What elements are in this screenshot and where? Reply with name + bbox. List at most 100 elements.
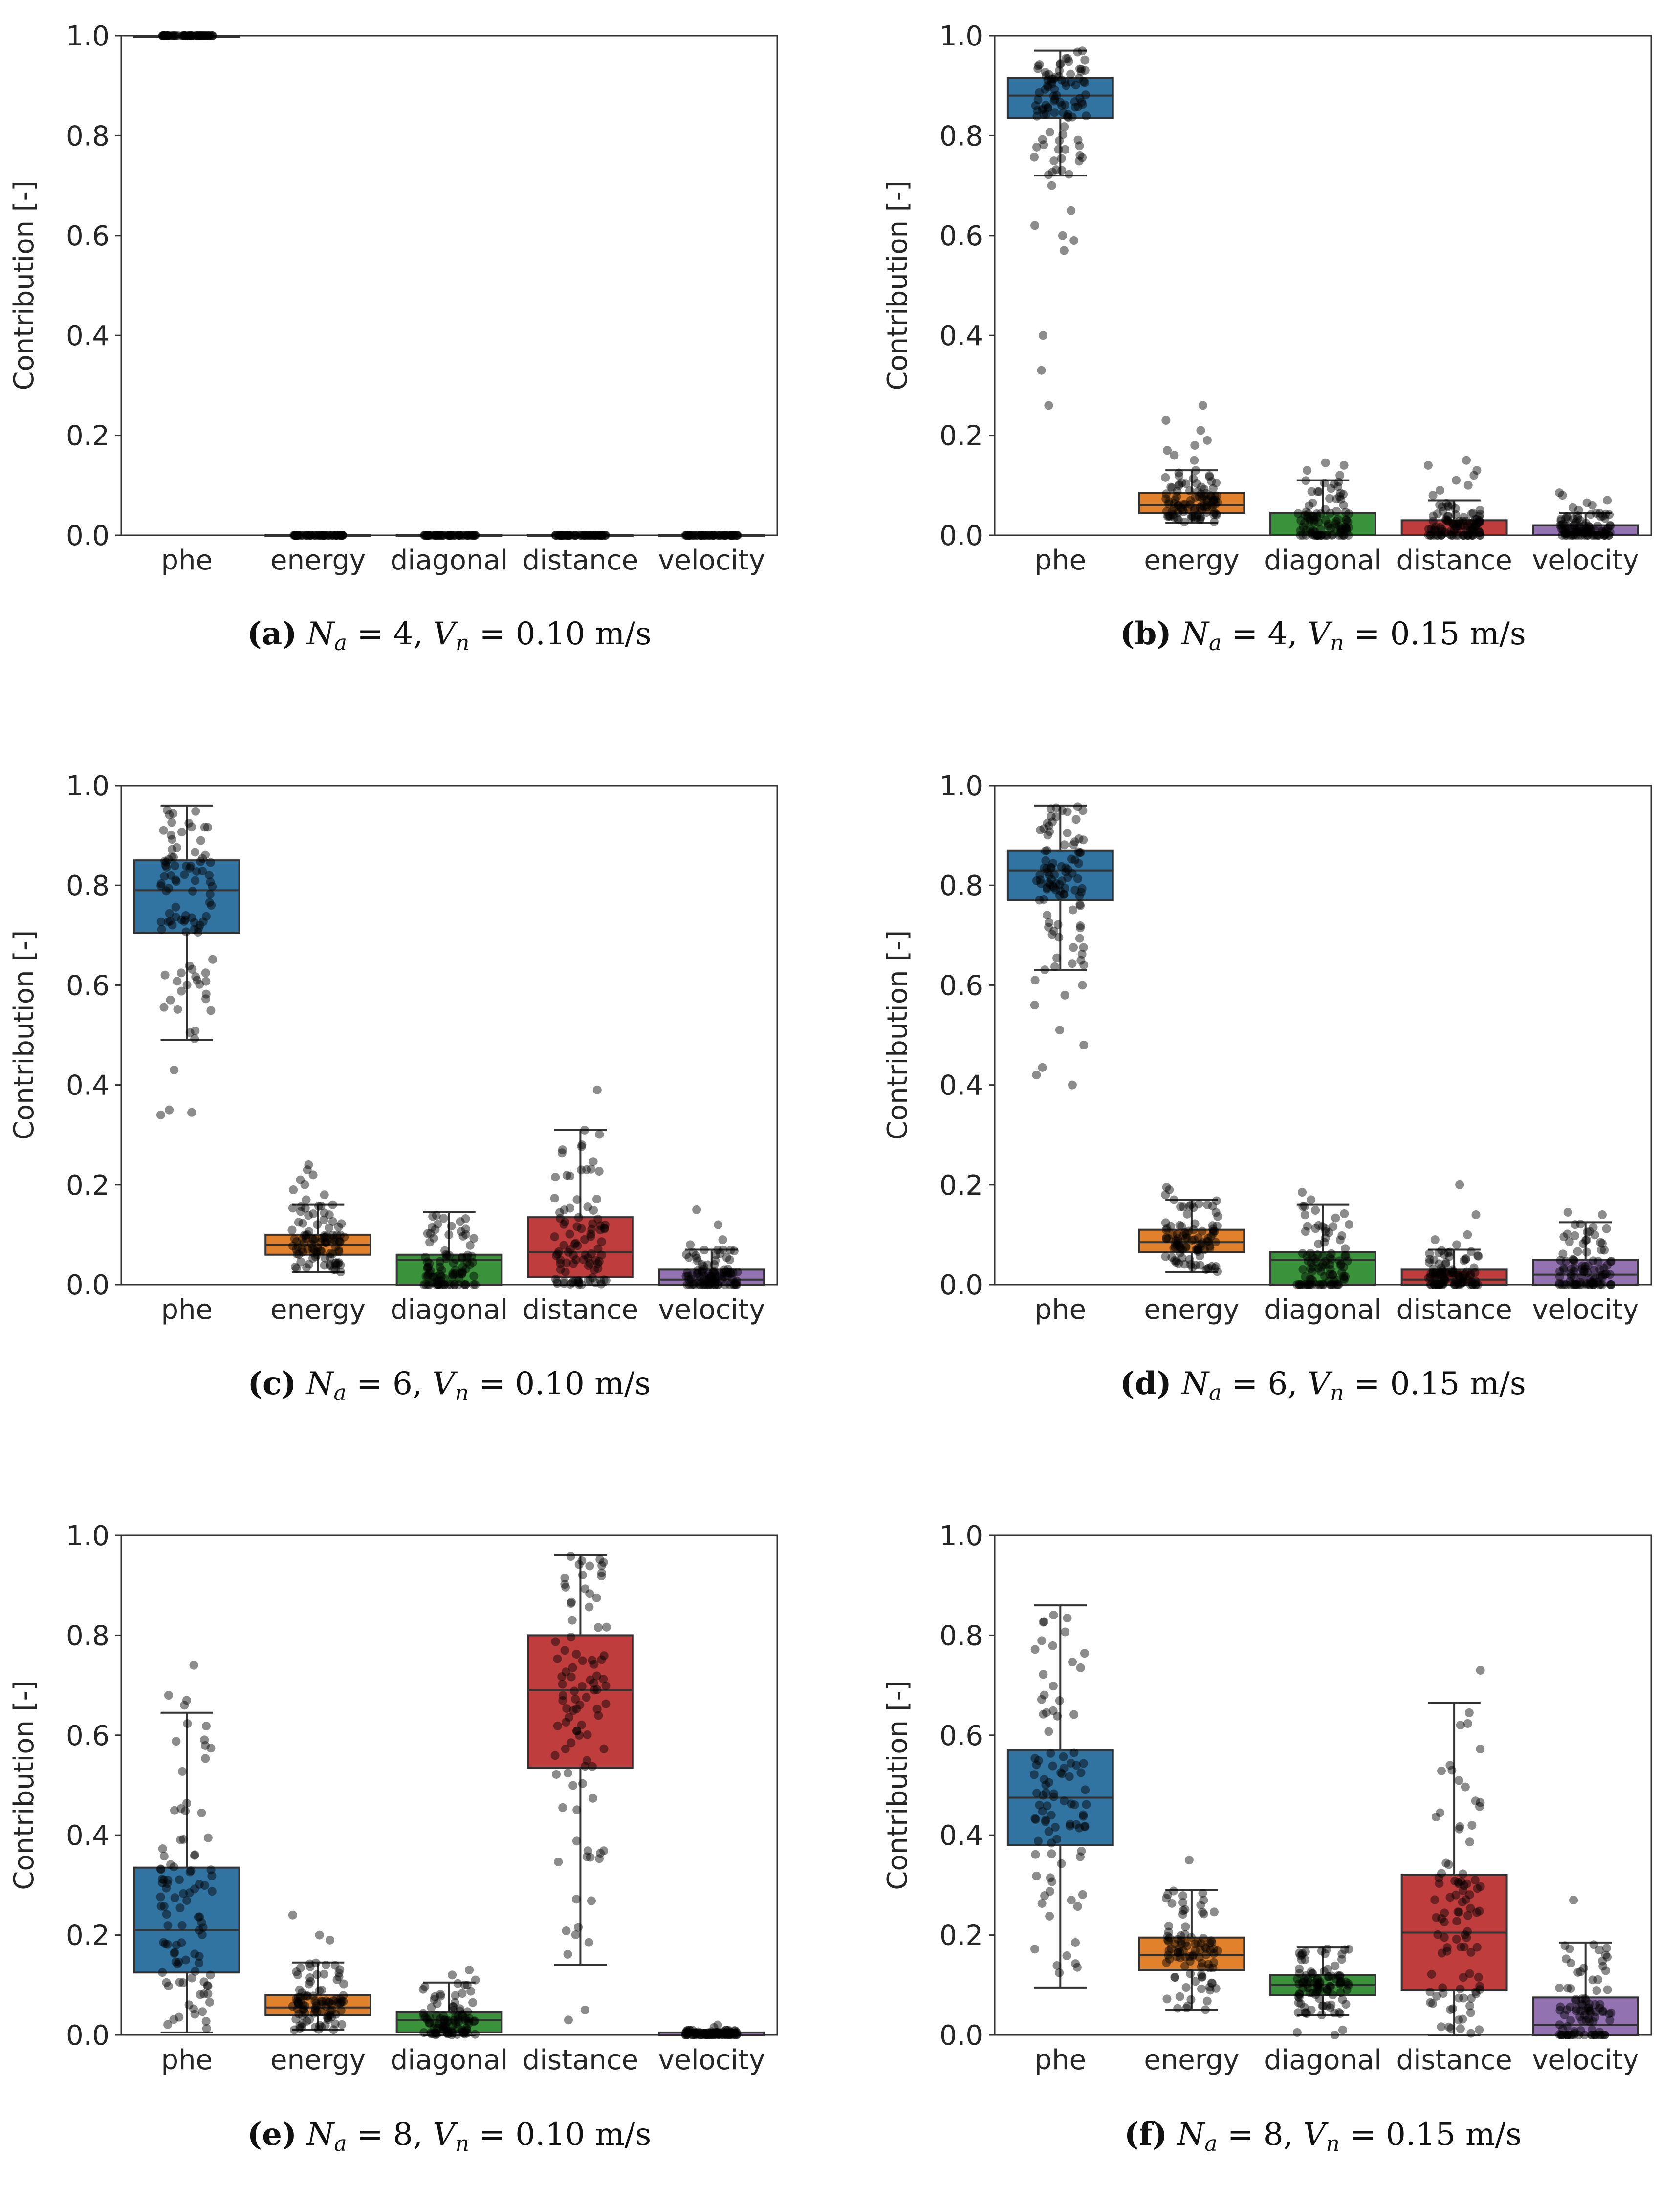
sample-point xyxy=(203,31,213,40)
sample-point xyxy=(1559,1265,1569,1274)
sample-point xyxy=(1559,1264,1568,1273)
sample-point xyxy=(310,1234,320,1244)
sample-point xyxy=(1454,1271,1463,1280)
sample-point xyxy=(1198,505,1207,514)
sample-point xyxy=(1056,1768,1066,1777)
sample-point xyxy=(1031,1815,1040,1824)
sample-point xyxy=(730,1280,740,1289)
sample-point xyxy=(195,1925,204,1935)
sample-point xyxy=(208,31,217,40)
sample-point xyxy=(1435,1269,1444,1279)
sample-point xyxy=(1426,1272,1435,1282)
sample-point xyxy=(1074,74,1084,83)
sample-point xyxy=(1583,1261,1593,1270)
x-tick-label-diagonal: diagonal xyxy=(391,2044,508,2076)
sample-point xyxy=(315,1986,324,1995)
sample-point xyxy=(1598,511,1608,521)
sample-point xyxy=(732,531,742,540)
sample-point xyxy=(310,531,319,540)
sample-point xyxy=(726,1269,736,1278)
sample-point xyxy=(557,531,566,540)
sample-point xyxy=(305,531,314,540)
sample-point xyxy=(1041,100,1050,109)
sample-point xyxy=(465,1241,475,1250)
sample-point xyxy=(732,531,742,540)
sample-point xyxy=(1186,1260,1196,1269)
sample-point xyxy=(206,1970,215,1980)
sample-point xyxy=(1458,1277,1467,1287)
sample-point xyxy=(1057,101,1067,110)
sample-point xyxy=(1043,1801,1052,1811)
sample-point xyxy=(1323,531,1332,540)
sample-point xyxy=(332,1230,342,1240)
sample-point xyxy=(558,1145,567,1155)
sample-point xyxy=(1173,1948,1182,1957)
sample-point xyxy=(1209,1907,1219,1917)
sample-point xyxy=(1172,1230,1181,1239)
sample-point xyxy=(1596,512,1605,521)
sample-point xyxy=(709,1267,719,1276)
y-tick-label: 0.0 xyxy=(66,2020,109,2052)
sample-point xyxy=(322,1960,331,1969)
sample-point xyxy=(1451,510,1460,519)
box-diagonal xyxy=(1269,1188,1376,1289)
sample-point xyxy=(695,1272,704,1281)
sample-point xyxy=(1596,1238,1605,1247)
sample-point xyxy=(302,531,311,540)
sample-point xyxy=(1073,1902,1082,1911)
sample-point xyxy=(1454,531,1463,540)
sample-point xyxy=(1080,78,1090,87)
sample-point xyxy=(1446,2024,1456,2033)
sample-point xyxy=(461,1224,470,1234)
sample-point xyxy=(1039,1670,1048,1679)
sample-point xyxy=(571,1255,581,1265)
sample-point xyxy=(1197,501,1206,510)
sample-point xyxy=(1179,507,1188,516)
sample-point xyxy=(1594,531,1603,540)
sample-point xyxy=(1574,531,1583,540)
sample-point xyxy=(1162,1894,1171,1903)
sample-point xyxy=(325,1210,334,1220)
sample-point xyxy=(568,1277,578,1286)
sample-point xyxy=(1566,2031,1575,2039)
sample-point xyxy=(1070,97,1079,107)
sample-point xyxy=(439,531,448,540)
sample-point xyxy=(309,1248,318,1257)
sample-point xyxy=(1563,1207,1572,1217)
sample-point xyxy=(711,1276,720,1286)
sample-point xyxy=(309,531,319,540)
sample-point xyxy=(1181,1983,1191,1992)
x-tick-label-diagonal: diagonal xyxy=(1264,545,1382,576)
sample-point xyxy=(159,1003,169,1012)
sample-point xyxy=(722,1253,731,1262)
sample-point xyxy=(1445,530,1455,539)
sample-point xyxy=(299,531,308,540)
sample-point xyxy=(1436,1808,1445,1817)
sample-point xyxy=(330,1235,339,1245)
sample-point xyxy=(337,2020,347,2029)
sample-point xyxy=(1332,1280,1341,1289)
sample-point xyxy=(1195,492,1204,502)
y-tick-label: 0.0 xyxy=(939,1269,983,1301)
sample-point xyxy=(336,531,345,540)
sample-point xyxy=(1333,515,1343,524)
sample-point xyxy=(708,531,717,540)
sample-point xyxy=(727,531,736,540)
sample-point xyxy=(200,1881,209,1890)
sample-point xyxy=(725,1268,734,1277)
sample-point xyxy=(1190,506,1199,515)
sample-point xyxy=(322,1238,331,1247)
sample-point xyxy=(1211,1262,1221,1271)
sample-point xyxy=(1057,876,1067,886)
sample-point xyxy=(1048,881,1058,891)
sample-point xyxy=(313,1243,322,1252)
sample-point xyxy=(1295,1969,1304,1978)
sample-point xyxy=(438,531,448,540)
sample-point xyxy=(421,2013,430,2022)
sample-point xyxy=(1307,1195,1316,1204)
sample-point xyxy=(427,2029,436,2038)
sample-point xyxy=(587,1164,596,1174)
sample-point xyxy=(1294,1998,1303,2007)
sample-point xyxy=(339,1997,348,2006)
sample-point xyxy=(173,977,182,986)
